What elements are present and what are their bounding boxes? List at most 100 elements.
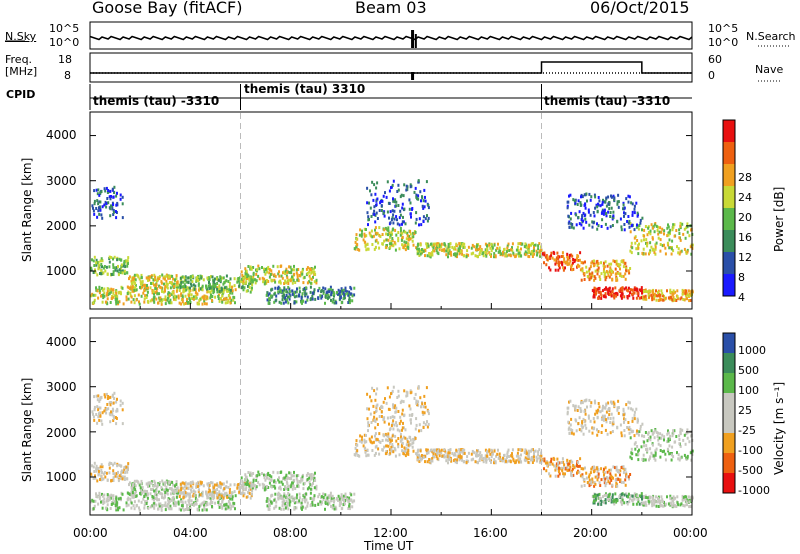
velocity-cell [373, 389, 376, 393]
velocity-cell [615, 465, 618, 469]
power-cell [213, 284, 216, 288]
velocity-cell [285, 500, 288, 503]
power-cell [90, 268, 93, 272]
power-cell [649, 289, 652, 293]
power-cell [678, 252, 681, 256]
power-cell [404, 230, 407, 234]
power-cell [602, 270, 605, 273]
power-cell [651, 296, 654, 300]
velocity-cell [398, 429, 401, 433]
velocity-cell [619, 480, 622, 483]
power-cell [230, 298, 233, 302]
velocity-cell [678, 458, 681, 462]
velocity-cell [511, 455, 514, 459]
power-cell [217, 297, 220, 300]
power-cell [297, 268, 300, 271]
power-cell [600, 261, 603, 265]
power-cell [286, 295, 289, 299]
velocity-cell [614, 473, 617, 477]
power-cell [681, 288, 684, 292]
power-cell [368, 201, 370, 205]
velocity-cell [101, 494, 104, 498]
power-cell [405, 237, 408, 241]
power-cell [557, 257, 560, 261]
power-cell [283, 288, 286, 292]
power-cell [126, 259, 129, 263]
velocity-cell [387, 444, 390, 448]
velocity-cell [97, 415, 100, 419]
power-cell [641, 291, 643, 295]
power-cell [393, 200, 396, 204]
power-cell [339, 296, 342, 299]
velocity-cell [592, 470, 595, 474]
power-cell [191, 280, 194, 284]
power-cell [324, 287, 327, 291]
power-cell [322, 286, 325, 290]
velocity-cell [588, 473, 591, 477]
velocity-cell [477, 461, 479, 465]
velocity-cell [165, 485, 168, 489]
power-cell [237, 277, 240, 280]
velocity-cell [668, 452, 671, 456]
velocity-cell [251, 492, 253, 496]
velocity-cell [201, 508, 204, 512]
velocity-cell [138, 483, 141, 487]
velocity-cell [134, 488, 137, 492]
velocity-cell [169, 487, 172, 490]
velocity-cell [540, 454, 543, 458]
power-cell [398, 216, 401, 220]
power-cell [470, 252, 473, 256]
power-cell [466, 249, 469, 253]
power-cell [289, 265, 292, 269]
velocity-cell [609, 472, 612, 476]
velocity-cell [400, 399, 403, 403]
velocity-cell [382, 400, 385, 404]
power-cell [459, 249, 462, 253]
power-cell [131, 285, 134, 289]
velocity-cell [641, 457, 644, 461]
velocity-cell [282, 507, 285, 511]
power-cell [404, 244, 407, 247]
velocity-cell [398, 453, 401, 457]
velocity-cell [129, 493, 132, 496]
velocity-cell [95, 469, 98, 473]
power-cell [527, 243, 530, 247]
velocity-cell [210, 494, 213, 498]
velocity-cell [635, 431, 638, 435]
velocity-cell [678, 442, 681, 446]
power-cell [282, 271, 284, 275]
power-cell [584, 206, 587, 210]
power-cell [417, 194, 420, 198]
velocity-cell [478, 459, 481, 462]
power-cell [401, 202, 404, 206]
velocity-cell [419, 455, 422, 459]
power-cell [356, 243, 359, 247]
velocity-cell [376, 403, 379, 407]
velocity-cell [285, 480, 288, 484]
velocity-cell [385, 438, 388, 442]
power-cell [123, 260, 126, 264]
power-cell [257, 264, 260, 268]
power-cell [206, 290, 209, 294]
velocity-cell [284, 502, 287, 506]
power-cell [406, 231, 409, 235]
velocity-cell [121, 475, 124, 479]
velocity-cell [268, 498, 271, 502]
power-cell [178, 289, 181, 292]
velocity-cell [685, 432, 688, 436]
power-cell [621, 292, 624, 296]
power-cell [246, 275, 249, 279]
velocity-cell [376, 423, 379, 426]
velocity-cell [661, 450, 664, 454]
velocity-cell [177, 502, 180, 506]
velocity-cell [405, 443, 408, 447]
velocity-cell [391, 438, 393, 442]
power-cell [267, 293, 270, 297]
velocity-cell [264, 478, 267, 482]
velocity-cell [303, 495, 306, 499]
velocity-cell [328, 496, 331, 500]
velocity-cell [92, 465, 95, 469]
power-cell [588, 223, 591, 227]
velocity-cell [536, 457, 539, 461]
velocity-cell [154, 492, 157, 496]
